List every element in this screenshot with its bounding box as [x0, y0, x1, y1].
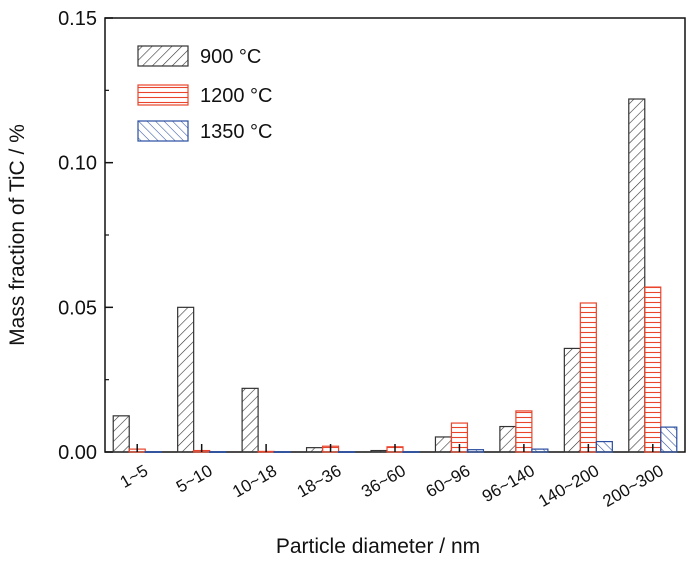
bar-2-1	[209, 451, 227, 453]
bar-1-7	[579, 302, 597, 453]
bar-0-0	[112, 415, 130, 453]
x-tick-label: 60~96	[423, 461, 474, 501]
y-tick-label: 0.00	[58, 442, 97, 464]
legend-label-1200: 1200 °C	[200, 85, 273, 107]
bar-2-8	[660, 426, 678, 453]
bar-0-6	[499, 425, 517, 453]
bar-0-8	[628, 98, 646, 453]
bar-2-2	[273, 451, 291, 453]
bar-0-4	[370, 449, 388, 453]
legend-label-900: 900 °C	[200, 46, 261, 68]
bars	[112, 98, 678, 453]
x-tick-label: 140~200	[535, 461, 602, 511]
bar-0-5	[434, 436, 453, 453]
x-tick-label: 96~140	[479, 461, 538, 506]
legend-label-1350: 1350 °C	[200, 121, 273, 143]
x-tick-label: 10~18	[229, 461, 280, 501]
x-tick-label: 36~60	[358, 461, 409, 501]
legend-swatch-1350	[137, 120, 189, 142]
bar-2-6	[531, 448, 549, 453]
x-tick-label: 5~10	[173, 461, 216, 497]
legend-swatch-1200	[137, 84, 189, 106]
bar-2-7	[595, 440, 613, 453]
bar-0-2	[241, 387, 259, 453]
x-axis-ticks: 1~5 5~10 10~18 18~36 36~60 60~96 96~140140~200…	[117, 444, 667, 511]
y-tick-label: 0.05	[58, 297, 97, 319]
legend: 900 °C 1200 °C 1350 °C	[137, 45, 273, 143]
y-axis-title: Mass fraction of TiC / %	[6, 124, 29, 346]
bar-2-5	[466, 449, 485, 453]
y-tick-label: 0.15	[58, 8, 97, 30]
y-tick-label: 0.10	[58, 153, 97, 175]
bar-0-3	[305, 447, 324, 453]
y-axis-ticks: 0.00 0.05 0.10 0.15	[58, 8, 113, 464]
x-tick-label: 18~36	[294, 461, 345, 501]
x-tick-label: 200~300	[600, 461, 667, 511]
bar-2-3	[337, 451, 356, 453]
bar-2-4	[402, 451, 420, 453]
bar-1-8	[644, 286, 662, 453]
bar-2-0	[144, 451, 162, 453]
x-axis-title: Particle diameter / nm	[276, 535, 480, 558]
bar-0-7	[563, 347, 581, 453]
legend-swatch-900	[137, 45, 189, 67]
bar-0-1	[177, 306, 195, 453]
x-tick-label: 1~5	[117, 461, 151, 492]
